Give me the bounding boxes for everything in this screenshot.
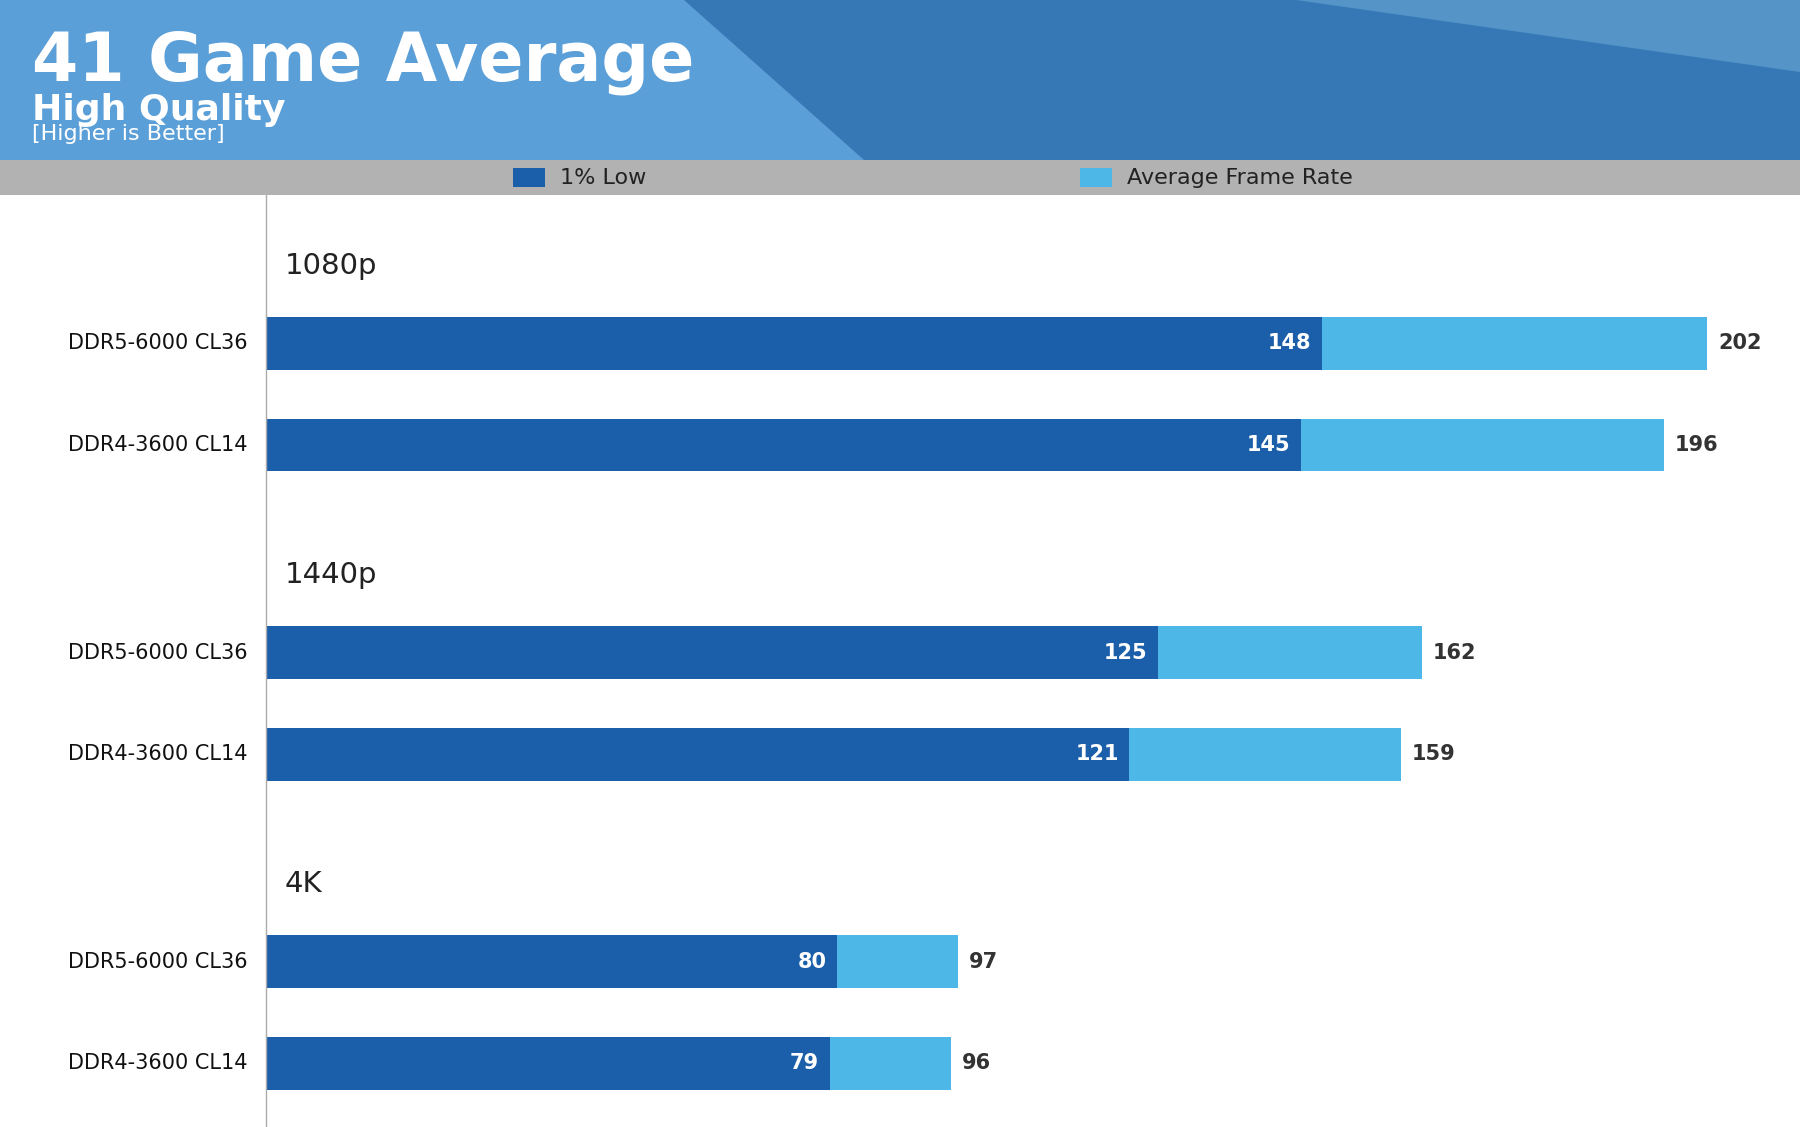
Text: DDR4-3600 CL14: DDR4-3600 CL14 xyxy=(68,435,248,455)
Polygon shape xyxy=(684,0,1800,160)
Text: 202: 202 xyxy=(1717,334,1762,353)
Bar xyxy=(266,627,1157,678)
Text: 4K: 4K xyxy=(284,870,322,898)
Text: High Quality: High Quality xyxy=(32,92,286,127)
Bar xyxy=(266,728,1129,781)
Text: 79: 79 xyxy=(790,1054,819,1073)
Text: 1440p: 1440p xyxy=(284,561,378,589)
Text: DDR4-3600 CL14: DDR4-3600 CL14 xyxy=(68,1054,248,1073)
Text: 125: 125 xyxy=(1103,642,1147,663)
Text: 196: 196 xyxy=(1676,435,1719,455)
Bar xyxy=(513,168,545,187)
Bar xyxy=(1301,418,1665,471)
Text: 1080p: 1080p xyxy=(284,251,378,279)
Bar xyxy=(837,935,958,988)
Bar xyxy=(266,1037,830,1090)
Bar xyxy=(1129,728,1400,781)
Text: 159: 159 xyxy=(1411,744,1454,764)
Polygon shape xyxy=(1296,0,1800,72)
Bar xyxy=(1157,627,1422,678)
Text: DDR5-6000 CL36: DDR5-6000 CL36 xyxy=(68,334,248,353)
Bar xyxy=(266,935,837,988)
Bar xyxy=(1321,317,1706,370)
Text: 41 Game Average: 41 Game Average xyxy=(32,29,695,95)
Text: 162: 162 xyxy=(1433,642,1476,663)
Bar xyxy=(266,418,1301,471)
Bar xyxy=(830,1037,950,1090)
Text: 121: 121 xyxy=(1075,744,1120,764)
Bar xyxy=(266,317,1321,370)
Text: 80: 80 xyxy=(797,952,826,971)
Bar xyxy=(1080,168,1112,187)
Text: DDR5-6000 CL36: DDR5-6000 CL36 xyxy=(68,642,248,663)
Text: 148: 148 xyxy=(1267,334,1312,353)
Text: [Higher is Better]: [Higher is Better] xyxy=(32,124,225,144)
Text: 97: 97 xyxy=(968,952,999,971)
Polygon shape xyxy=(0,0,1800,160)
Text: 96: 96 xyxy=(961,1054,992,1073)
Text: DDR4-3600 CL14: DDR4-3600 CL14 xyxy=(68,744,248,764)
Text: Average Frame Rate: Average Frame Rate xyxy=(1127,168,1352,187)
Text: 1% Low: 1% Low xyxy=(560,168,646,187)
Text: 145: 145 xyxy=(1246,435,1291,455)
Text: DDR5-6000 CL36: DDR5-6000 CL36 xyxy=(68,952,248,971)
